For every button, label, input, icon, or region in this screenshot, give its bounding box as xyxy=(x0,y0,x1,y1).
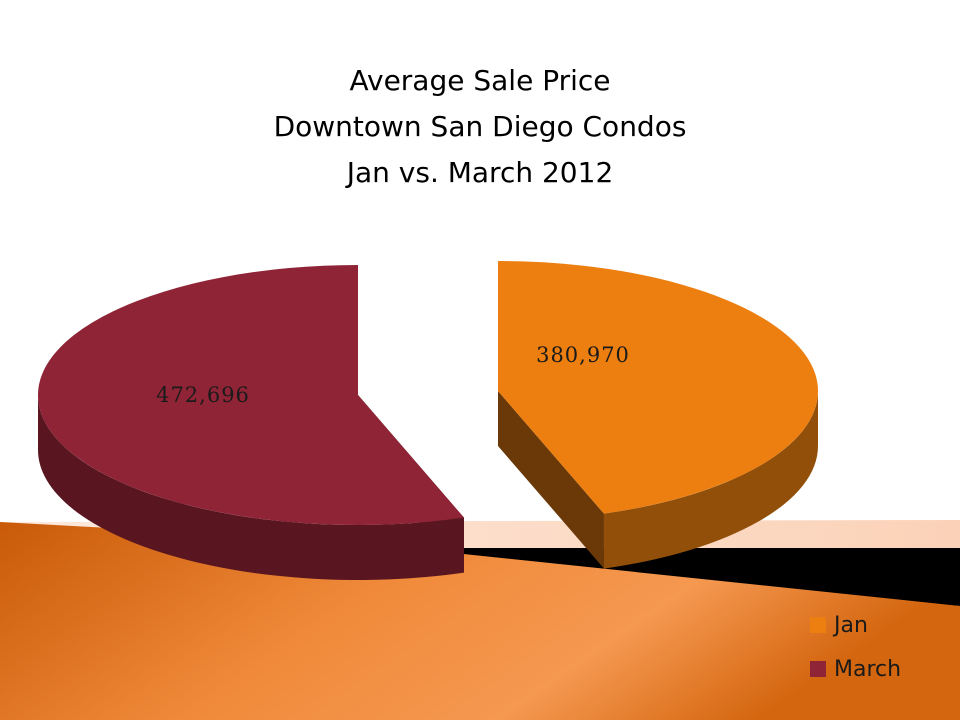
legend-item-march: March xyxy=(810,647,901,691)
title-line-2: Downtown San Diego Condos xyxy=(273,110,687,143)
legend-label-march: March xyxy=(834,656,902,682)
slice-march-side-0 xyxy=(38,395,464,580)
data-label-march: 472,696 xyxy=(156,383,250,407)
legend-swatch-march xyxy=(810,661,826,677)
slice-jan xyxy=(498,261,818,569)
chart-title: Average Sale Price Downtown San Diego Co… xyxy=(0,58,960,196)
labels-group: 380,970 472,696 xyxy=(156,343,630,407)
legend-label-jan: Jan xyxy=(834,612,868,638)
legend-item-jan: Jan xyxy=(810,603,901,647)
slice-jan-side-0 xyxy=(603,391,818,569)
data-label-jan: 380,970 xyxy=(536,343,630,367)
orange-band xyxy=(0,522,960,720)
slice-march xyxy=(37,265,464,580)
title-line-3: Jan vs. March 2012 xyxy=(346,156,614,189)
legend-swatch-jan xyxy=(810,617,826,633)
slice-march-top xyxy=(37,265,464,525)
slice-jan-top xyxy=(498,261,818,514)
slice-jan-edge-1 xyxy=(498,391,604,569)
legend: Jan March xyxy=(810,603,901,691)
slices-group xyxy=(37,261,818,580)
title-line-1: Average Sale Price xyxy=(349,64,611,97)
